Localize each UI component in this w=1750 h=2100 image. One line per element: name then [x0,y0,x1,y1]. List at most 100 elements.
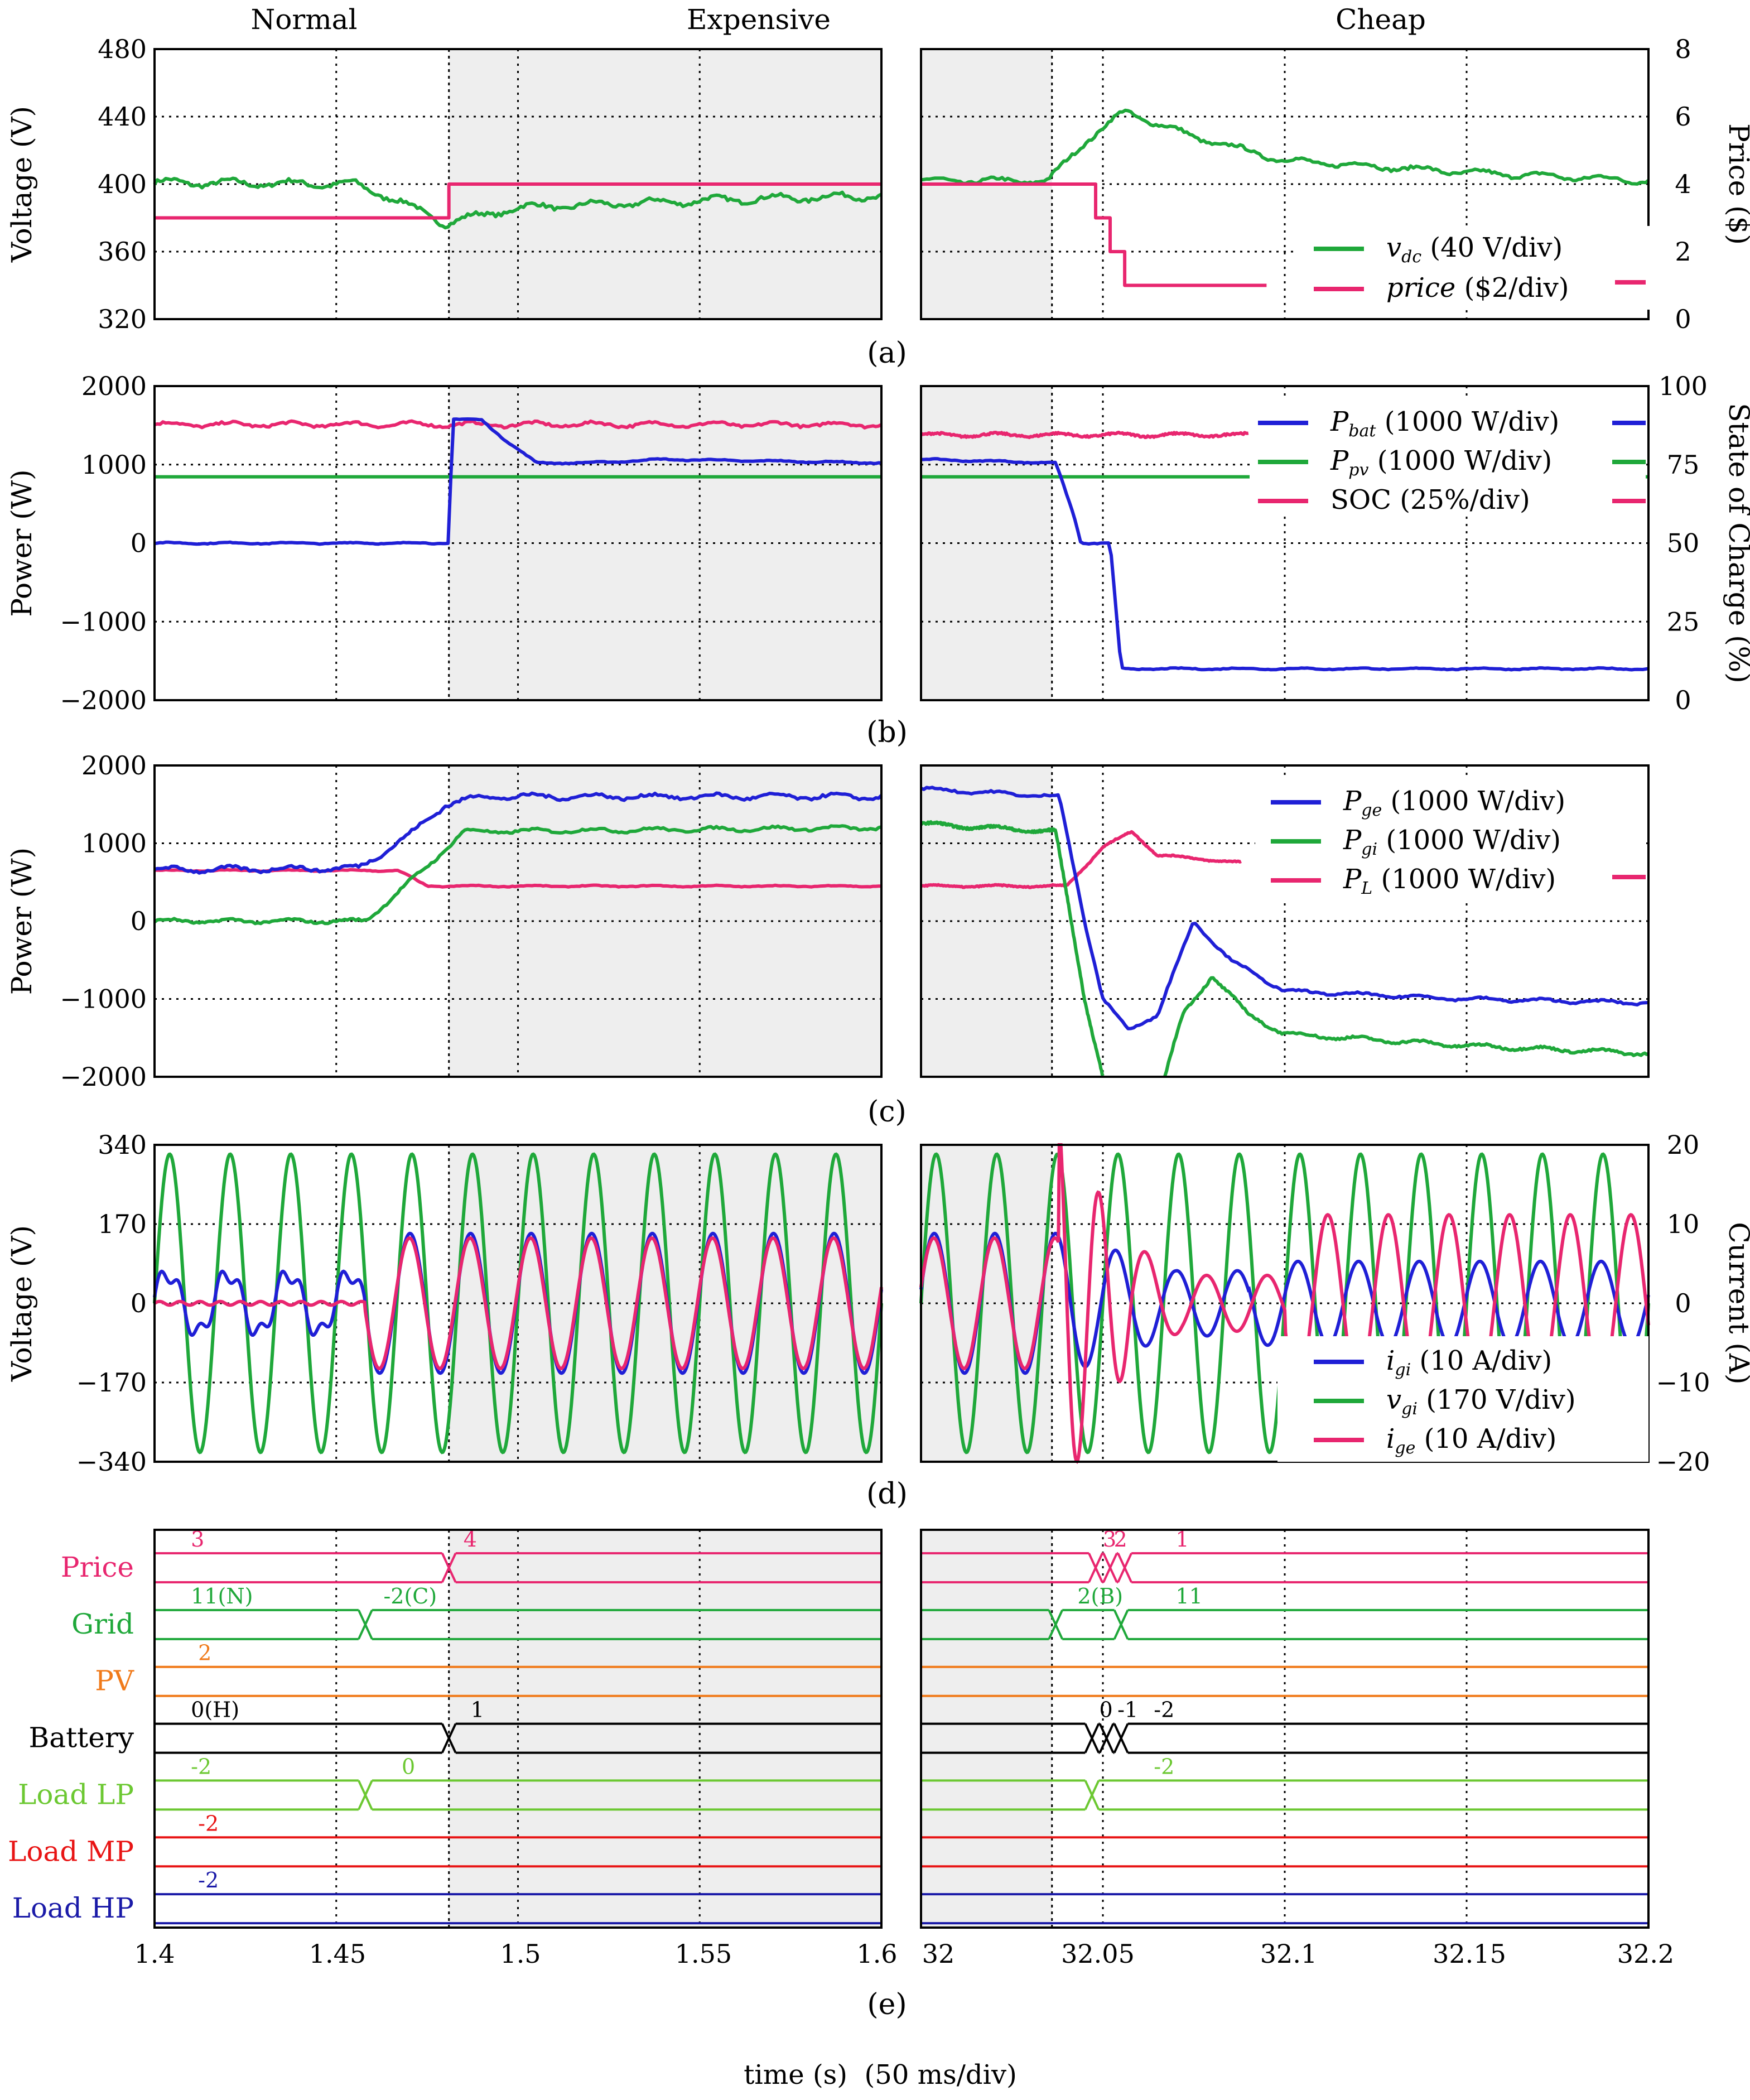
y-tick-a-2: 400 [98,169,147,199]
bus-right-load-mp [921,1836,1648,1868]
x-tick-right-3: 32.15 [1433,1939,1506,1969]
x-tick-left-0: 1.4 [134,1939,175,1969]
y-label-left-a: Voltage (V) [6,106,38,263]
x-axis-label: time (s) (50 ms/div) [744,2059,1017,2091]
x-tick-right-2: 32.1 [1260,1939,1317,1969]
state-label-right-0-1: 2 [1114,1527,1127,1552]
axes-left-a [153,48,883,320]
x-tick-left-1: 1.45 [309,1939,366,1969]
y-tick-d-1: 170 [98,1209,147,1239]
series-right-d-vgi [919,1152,1650,1454]
y-tick-right-b-3: 25 [1667,606,1700,637]
axes-left-c [153,764,883,1078]
state-label-left-3-0: 0(H) [191,1698,239,1722]
y-label-left-b: Power (W) [6,469,38,616]
y-tick-right-b-1: 75 [1667,450,1700,480]
series-right-c-PL [920,830,1242,889]
shade-expensive-e [449,1530,881,1928]
state-label-left-1-1: -2(C) [383,1584,437,1608]
state-label-right-3-2: -2 [1154,1698,1174,1722]
state-label-left-0-0: 3 [191,1527,204,1552]
bus-right-pv [921,1665,1648,1697]
legend-text-b-1: Ppv (1000 W/div) [1330,445,1552,480]
axes-right-a [920,48,1650,320]
state-label-right-1-0: 2(B) [1077,1584,1123,1608]
series-left-a-vdc [153,176,883,230]
y-tick-d-2: 0 [131,1288,147,1318]
y-tick-a-1: 440 [98,102,147,132]
panel-c: 2000 1000 0 −1000 −2000 Power (W) Pge (1000 W/… [6,750,1650,1092]
state-label-right-0-0: 3 [1103,1527,1116,1552]
bus-left-battery [155,1722,881,1754]
header-expensive: Expensive [687,3,831,36]
state-label-left-1-0: 11(N) [191,1584,253,1608]
y-tick-right-b-4: 0 [1675,685,1691,715]
bus-right-load-hp [921,1893,1648,1925]
y-label-left-d: Voltage (V) [6,1225,38,1382]
axes-left-d [153,1144,883,1463]
legend-text-c-0: Pge (1000 W/div) [1343,786,1565,820]
legend-text-b-2: SOC (25%/div) [1330,484,1530,516]
row-label-5: Load MP [8,1835,134,1867]
panel-d: 340 170 0 −170 −340 20 10 0 −10 −20 Voltage (V) Cur… [6,1130,1750,1477]
series-right-c-Pgi2 [1163,976,1650,1077]
bus-left-load-hp [155,1893,881,1925]
y-tick-a-0: 480 [98,34,147,64]
y-tick-right-d-2: 0 [1675,1288,1691,1318]
y-tick-d-4: −340 [76,1447,147,1477]
y-tick-right-b-2: 50 [1667,528,1700,558]
legend-text-d-0: igi (10 A/div) [1386,1345,1552,1380]
legend-text-b-0: Pbat (1000 W/div) [1330,406,1559,441]
state-label-right-0-2: 1 [1175,1527,1189,1552]
y-tick-c-2: 0 [131,906,147,936]
y-tick-b-3: −1000 [60,606,147,637]
state-label-left-2-0: 2 [198,1641,211,1665]
row-label-6: Load HP [12,1892,134,1924]
legend-text-d-2: ige (10 A/div) [1386,1423,1556,1458]
series-right-a-price [921,182,1267,287]
series-left-a-price [155,182,881,220]
series-left-c-Pge [154,791,883,875]
y-tick-b-1: 1000 [81,450,147,480]
bus-left-grid [155,1608,881,1640]
legend-text-a-0: vdc (40 V/div) [1386,232,1563,267]
y-tick-right-a-3: 2 [1675,237,1691,267]
y-label-right-d: Current (A) [1723,1222,1750,1384]
axes-left-e [153,1529,883,1929]
series-right-c-Pgi [920,820,1105,1077]
y-tick-right-a-4: 0 [1675,304,1691,334]
series-left-b-Pbat [154,417,882,546]
x-tick-left-4: 1.6 [856,1939,897,1969]
row-label-1: Grid [71,1608,134,1640]
y-tick-c-4: −2000 [60,1062,147,1092]
series-right-a-vdc [920,108,1650,186]
y-label-left-c: Power (W) [6,847,38,995]
legend-bg-b [1250,401,1646,512]
y-tick-right-b-0: 100 [1659,371,1708,401]
bus-right-battery [921,1722,1648,1754]
y-tick-b-4: −2000 [60,685,147,715]
bus-right-grid [921,1608,1648,1640]
series-right-b-SOC [919,430,1249,440]
y-tick-right-d-4: −20 [1656,1447,1710,1477]
axes-right-c [920,764,1650,1078]
y-tick-right-d-3: −10 [1656,1367,1710,1398]
row-label-0: Price [61,1551,134,1583]
y-tick-right-a-0: 8 [1675,34,1691,64]
bus-left-load-mp [155,1836,881,1868]
axes-left-b [153,385,883,701]
legend-text-d-1: vgi (170 V/div) [1386,1384,1576,1419]
panel-label-e: (e) [867,1988,907,2021]
y-tick-c-0: 2000 [81,750,147,781]
x-tick-right-4: 32.2 [1617,1939,1674,1969]
panel-label-b: (b) [866,716,908,749]
panel-label-d: (d) [866,1477,908,1511]
shade-cheap-e [921,1530,1052,1928]
y-tick-right-d-1: 10 [1667,1209,1700,1239]
legend-bg-a [1294,226,1651,310]
series-left-b-SOC [154,419,883,430]
bus-right-price [921,1552,1648,1583]
state-label-right-4-0: -2 [1154,1754,1174,1779]
panel-a: 480 440 400 360 320 8 6 4 2 0 Voltage (V) Price ($)… [6,34,1750,334]
